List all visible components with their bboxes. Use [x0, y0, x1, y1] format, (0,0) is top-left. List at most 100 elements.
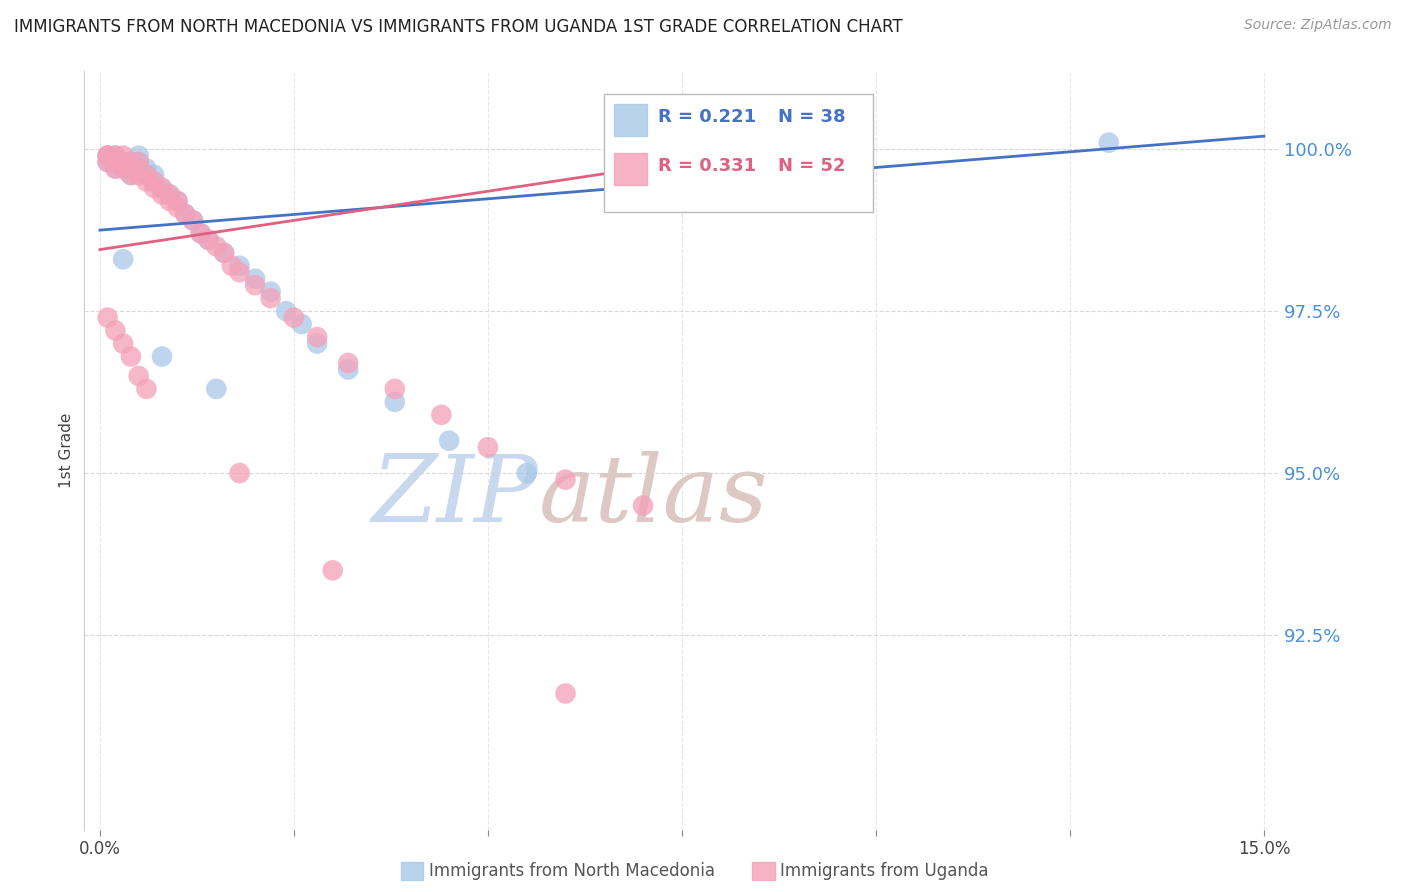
Point — [97, 155, 120, 169]
Point — [190, 227, 212, 241]
Point — [128, 148, 150, 162]
Point — [181, 213, 204, 227]
Point — [128, 155, 150, 169]
Point — [128, 155, 150, 169]
Point — [437, 434, 460, 448]
Point — [143, 175, 166, 189]
Point — [120, 155, 142, 169]
Point — [97, 148, 120, 162]
Point — [197, 233, 219, 247]
Point — [243, 271, 266, 285]
Point — [120, 168, 142, 182]
Point — [150, 187, 173, 202]
Text: N = 38: N = 38 — [778, 108, 845, 126]
Text: ZIP: ZIP — [371, 451, 538, 541]
Point — [120, 155, 142, 169]
Point — [174, 207, 197, 221]
Point — [159, 187, 181, 202]
Point — [212, 245, 235, 260]
Point — [120, 168, 142, 182]
Point — [228, 259, 250, 273]
Point — [97, 155, 120, 169]
Point — [112, 148, 135, 162]
Text: IMMIGRANTS FROM NORTH MACEDONIA VS IMMIGRANTS FROM UGANDA 1ST GRADE CORRELATION : IMMIGRANTS FROM NORTH MACEDONIA VS IMMIG… — [14, 18, 903, 36]
Point — [128, 161, 150, 176]
Point — [283, 310, 305, 325]
Point — [259, 285, 281, 299]
Bar — [614, 104, 647, 136]
Point — [104, 155, 127, 169]
Point — [554, 473, 576, 487]
Point — [322, 563, 344, 577]
Point — [228, 265, 250, 279]
Point — [631, 499, 654, 513]
Point — [554, 686, 576, 700]
Point — [228, 466, 250, 480]
Point — [166, 194, 188, 208]
Point — [128, 368, 150, 383]
Y-axis label: 1st Grade: 1st Grade — [59, 413, 75, 488]
Point — [97, 148, 120, 162]
Text: Immigrants from Uganda: Immigrants from Uganda — [780, 862, 988, 880]
Point — [205, 239, 228, 253]
Text: R = 0.331: R = 0.331 — [658, 157, 756, 175]
Point — [143, 168, 166, 182]
Point — [104, 148, 127, 162]
Point — [150, 181, 173, 195]
Point — [143, 175, 166, 189]
Point — [337, 362, 360, 376]
Point — [120, 350, 142, 364]
Point — [243, 278, 266, 293]
Point — [135, 168, 157, 182]
Point — [197, 233, 219, 247]
FancyBboxPatch shape — [605, 95, 873, 211]
Point — [205, 382, 228, 396]
Point — [259, 291, 281, 305]
Point — [212, 245, 235, 260]
Point — [477, 440, 499, 454]
Point — [112, 155, 135, 169]
Point — [112, 252, 135, 267]
Point — [159, 194, 181, 208]
Point — [97, 148, 120, 162]
Point — [143, 181, 166, 195]
Point — [104, 148, 127, 162]
Point — [190, 227, 212, 241]
Point — [104, 161, 127, 176]
Bar — [614, 153, 647, 186]
Point — [384, 395, 406, 409]
Point — [104, 155, 127, 169]
Point — [307, 336, 329, 351]
Point — [516, 466, 538, 480]
Point — [112, 161, 135, 176]
Point — [112, 155, 135, 169]
Point — [384, 382, 406, 396]
Point — [135, 382, 157, 396]
Point — [166, 201, 188, 215]
Point — [159, 187, 181, 202]
Text: R = 0.221: R = 0.221 — [658, 108, 756, 126]
Text: Source: ZipAtlas.com: Source: ZipAtlas.com — [1244, 18, 1392, 32]
Point — [150, 350, 173, 364]
Point — [221, 259, 243, 273]
Point — [166, 194, 188, 208]
Point — [276, 304, 298, 318]
Text: atlas: atlas — [538, 451, 768, 541]
Point — [181, 213, 204, 227]
Point — [112, 336, 135, 351]
Point — [337, 356, 360, 370]
Point — [291, 317, 314, 331]
Point — [1098, 136, 1121, 150]
Point — [135, 168, 157, 182]
Point — [135, 175, 157, 189]
Point — [135, 161, 157, 176]
Point — [112, 161, 135, 176]
Text: Immigrants from North Macedonia: Immigrants from North Macedonia — [429, 862, 714, 880]
Point — [430, 408, 453, 422]
Point — [104, 161, 127, 176]
Point — [307, 330, 329, 344]
Point — [128, 161, 150, 176]
Point — [150, 181, 173, 195]
Point — [97, 310, 120, 325]
Point — [120, 161, 142, 176]
